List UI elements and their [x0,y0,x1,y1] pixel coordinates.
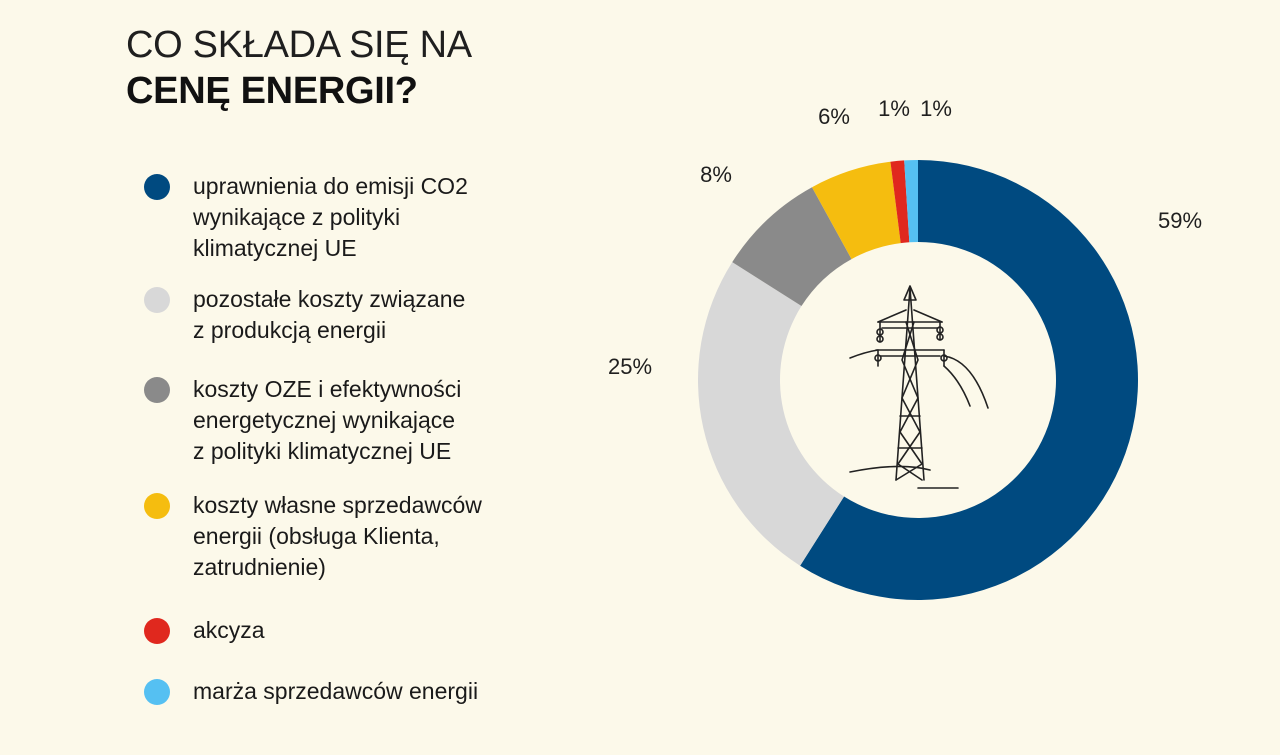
power-pylon-icon [849,285,989,489]
value-label: 8% [700,162,732,187]
value-label: 6% [818,104,850,129]
legend-label: pozostałe koszty związane z produkcją en… [193,286,466,343]
legend-swatch [144,679,170,705]
donut-slice [732,187,852,307]
donut-slice [812,161,901,260]
donut-slice [904,160,918,243]
legend-item: akcyza [144,615,564,646]
legend-item: pozostałe koszty związane z produkcją en… [144,284,564,346]
donut-slice [890,160,910,244]
donut-slices [698,160,1138,600]
legend-label: koszty własne sprzedawców energii (obsłu… [193,492,482,580]
legend-swatch [144,618,170,644]
legend-label: uprawnienia do emisji CO2 wynikające z p… [193,173,468,261]
legend-label: marża sprzedawców energii [193,678,479,704]
value-labels: 59% 25% 8% 6% 1% 1% [608,96,1202,379]
donut-slice [800,160,1138,600]
title-line1: CO SKŁADA SIĘ NA [126,24,472,66]
legend-swatch [144,174,170,200]
title-line2: CENĘ ENERGII? [126,70,418,112]
legend-item: koszty OZE i efektywności energetycznej … [144,374,564,467]
donut-slice [698,262,845,566]
donut-chart: 59% 25% 8% 6% 1% 1% [608,96,1202,600]
legend-item: marża sprzedawców energii [144,676,564,707]
legend-label: koszty OZE i efektywności energetycznej … [193,376,462,464]
value-label: 25% [608,354,652,379]
value-label: 1% [878,96,910,121]
legend-label: akcyza [193,617,265,643]
value-label: 59% [1158,208,1202,233]
legend-swatch [144,377,170,403]
legend: uprawnienia do emisji CO2 wynikające z p… [0,0,600,755]
legend-item: uprawnienia do emisji CO2 wynikające z p… [144,171,564,264]
legend-item: koszty własne sprzedawców energii (obsłu… [144,490,564,583]
legend-swatch [144,287,170,313]
chart-title: CO SKŁADA SIĘ NA CENĘ ENERGII? [126,22,472,114]
legend-swatch [144,493,170,519]
value-label: 1% [920,96,952,121]
